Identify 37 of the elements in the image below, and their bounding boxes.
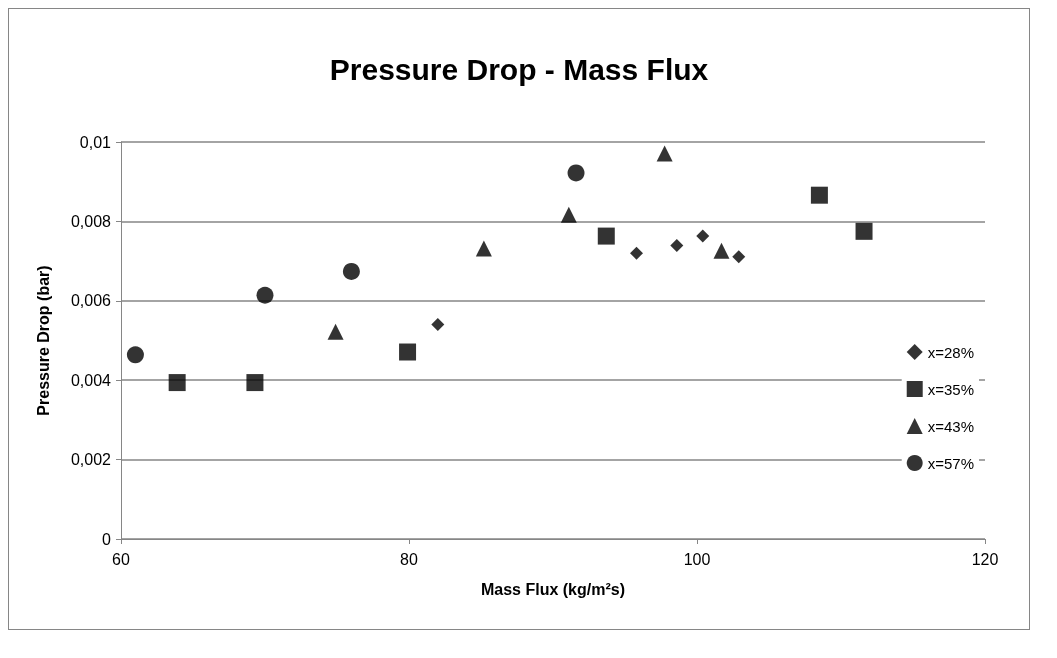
y-tick-label: 0,004 [70, 371, 112, 389]
point [597, 227, 615, 245]
x-axis-title: Mass Flux (kg/m²s) [480, 580, 626, 598]
point [256, 286, 274, 304]
point [855, 222, 873, 240]
point [732, 250, 746, 264]
legend-label: x=43% [927, 417, 975, 435]
legend-label: x=28% [927, 343, 975, 361]
point [696, 229, 710, 243]
point [342, 262, 360, 280]
point [246, 374, 264, 392]
y-tick-label: 0,01 [79, 133, 112, 151]
point [810, 186, 828, 204]
point [431, 318, 445, 332]
x-tick-label: 80 [400, 550, 418, 568]
point [399, 343, 417, 361]
point [126, 346, 144, 364]
legend-label: x=57% [927, 454, 975, 472]
point [656, 145, 673, 162]
legend-label: x=35% [927, 380, 975, 398]
point [327, 323, 344, 340]
y-axis-title: Pressure Drop (bar) [34, 265, 52, 416]
point [713, 242, 730, 259]
y-tick-label: 0,008 [70, 212, 112, 230]
x-tick-label: 100 [683, 550, 711, 568]
x-tick-label: 60 [112, 550, 130, 568]
point [567, 164, 585, 182]
point [475, 240, 492, 257]
point [560, 206, 577, 223]
point [630, 246, 644, 260]
point [168, 374, 186, 392]
point [670, 239, 684, 253]
y-tick-label: 0,002 [70, 451, 112, 469]
y-tick-label: 0,006 [70, 292, 112, 310]
x-tick-label: 120 [971, 550, 999, 568]
y-tick-label: 0 [102, 530, 112, 548]
chart-title: Pressure Drop - Mass Flux [329, 52, 709, 86]
